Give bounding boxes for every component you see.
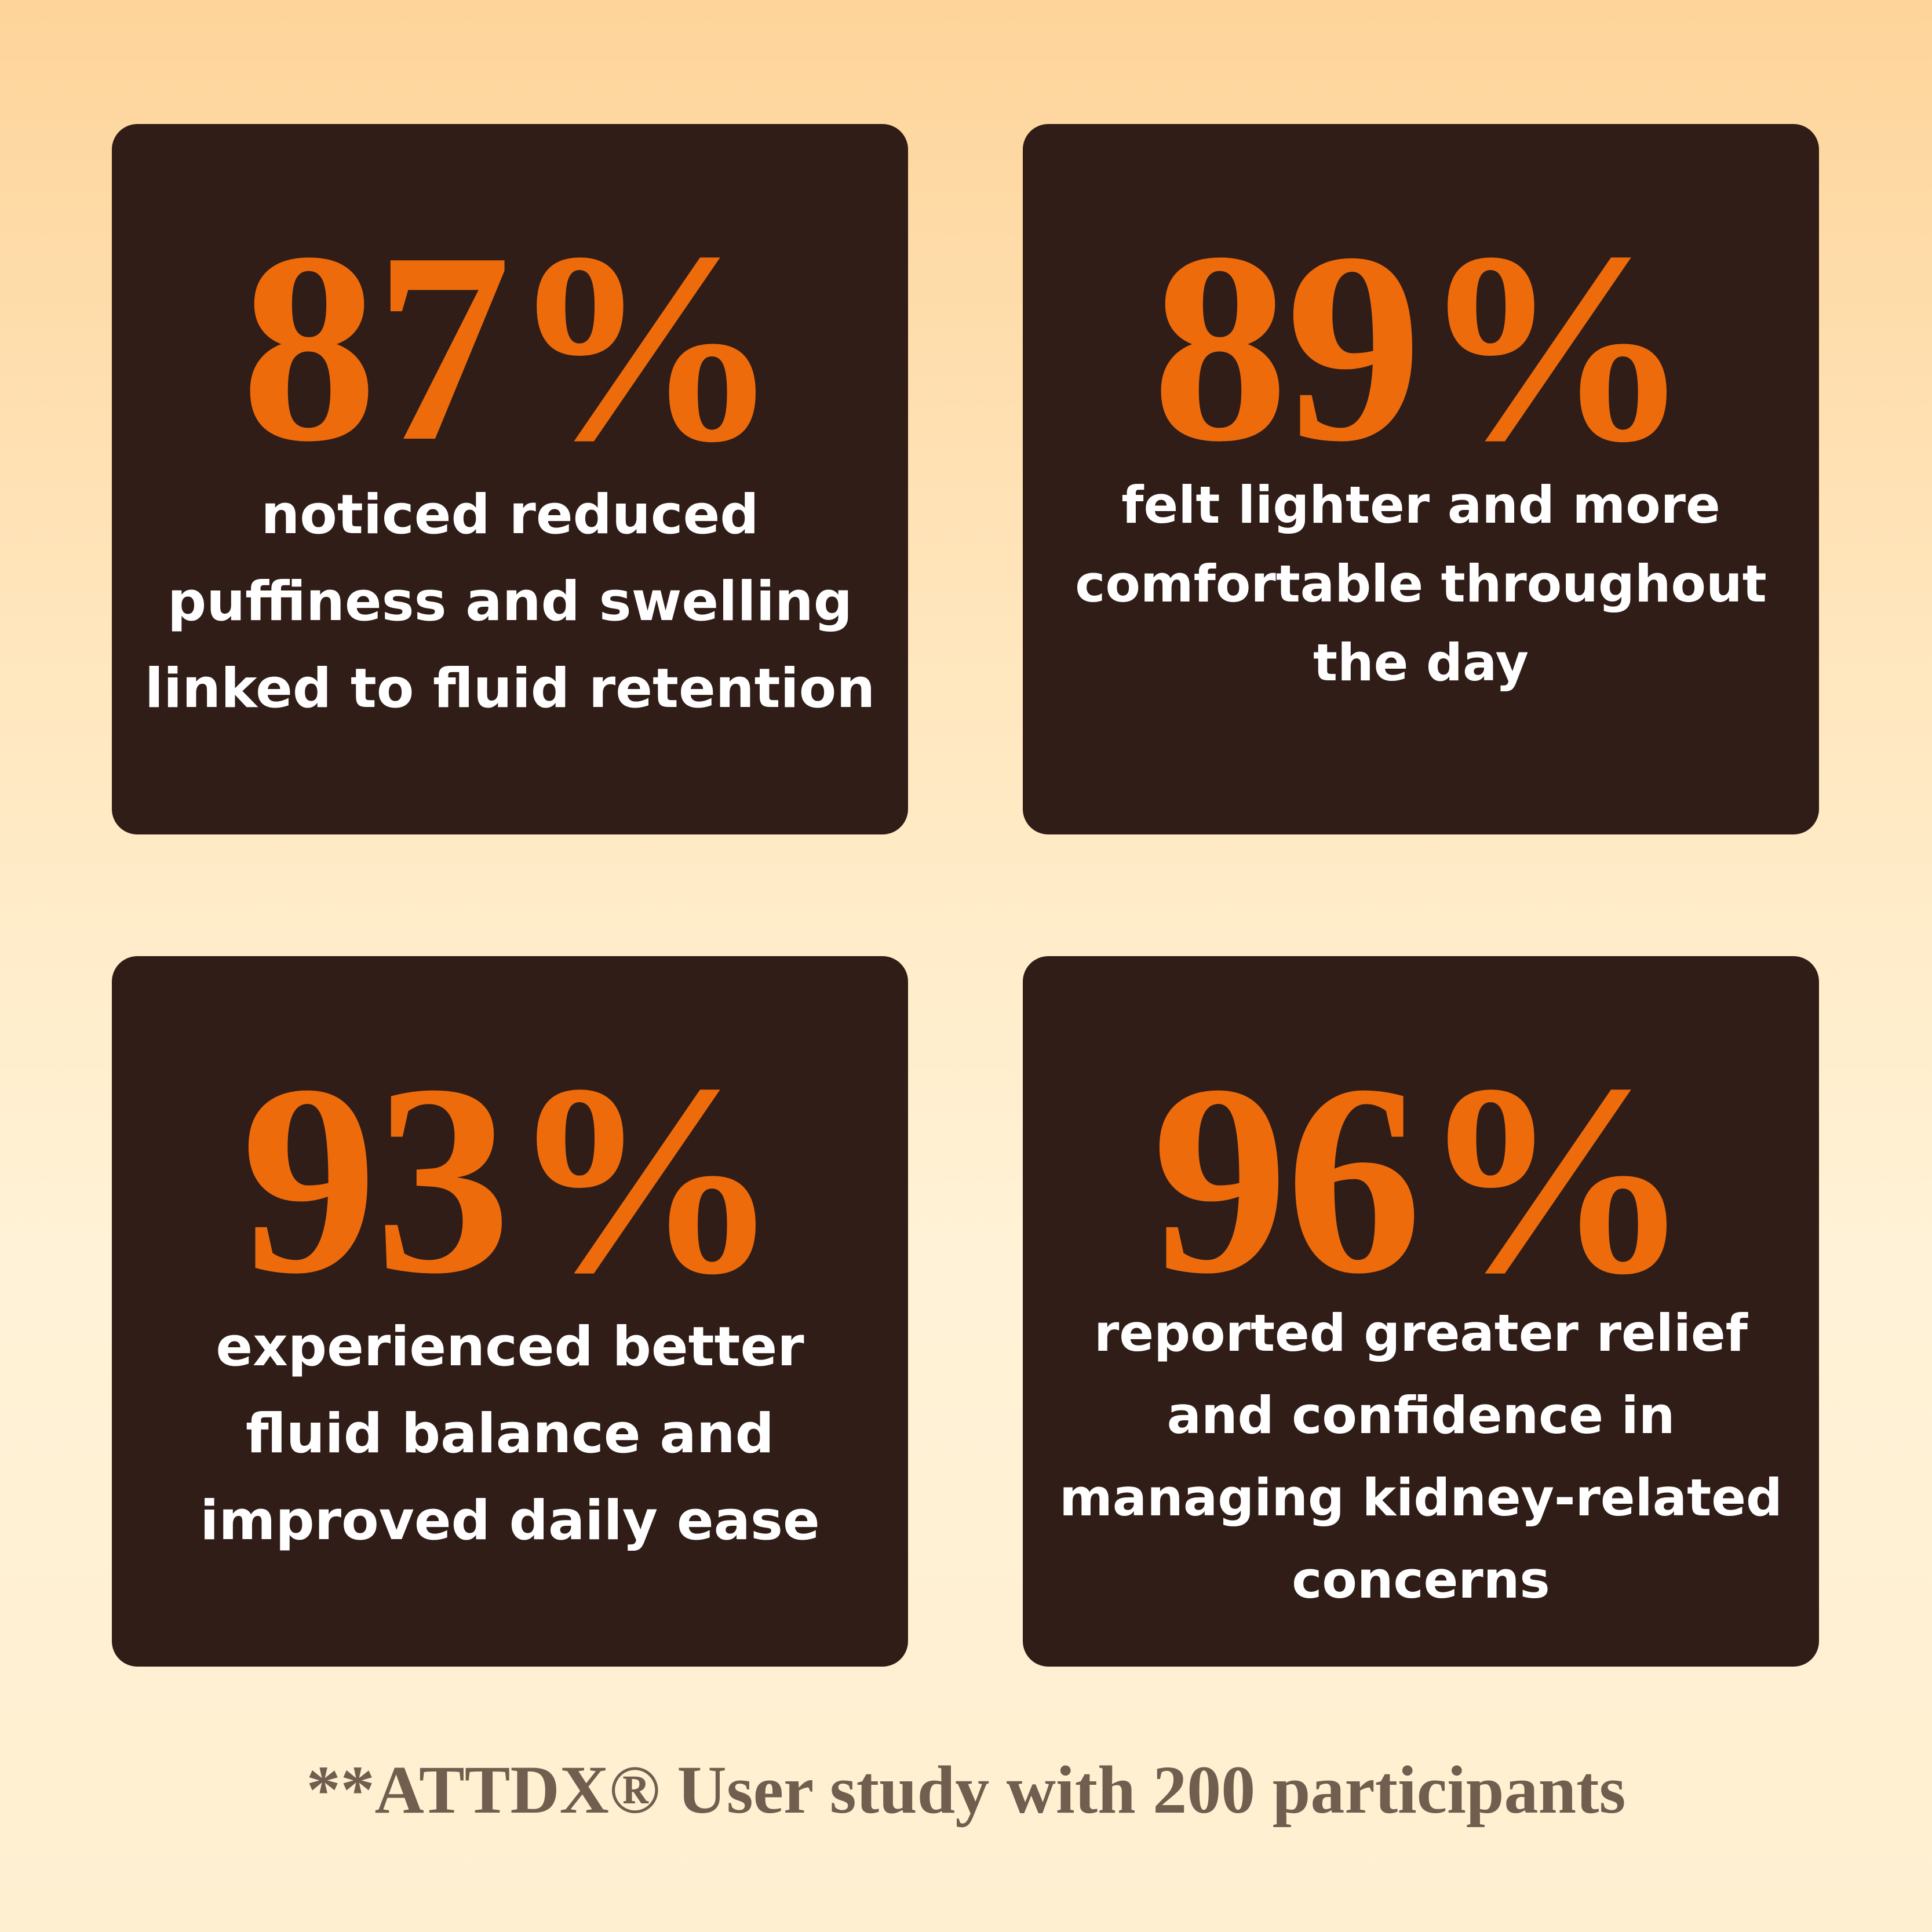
stat-description-line: noticed reduced (261, 483, 759, 546)
stat-description-line: experienced better (216, 1315, 804, 1379)
stat-description-line: linked to fluid retention (144, 657, 876, 720)
stat-description-line: reported greater relief (1094, 1303, 1748, 1363)
stat-description: reported greater relief and confidence i… (1046, 1292, 1796, 1621)
stat-description: felt lighter and more comfortable throug… (1046, 466, 1796, 702)
stat-card-89: 89% felt lighter and more comfortable th… (1023, 124, 1819, 834)
stat-description: noticed reduced puffiness and swelling l… (135, 472, 885, 732)
stat-description-line: felt lighter and more (1121, 475, 1720, 535)
stat-description-line: managing kidney-related (1059, 1468, 1782, 1528)
stat-description-line: and confidence in (1167, 1386, 1675, 1445)
stat-description-line: the day (1313, 633, 1529, 692)
study-footnote: **ATTDX® User study with 200 participant… (306, 1752, 1626, 1828)
stat-value: 89% (1152, 196, 1692, 498)
stat-description-line: puffiness and swelling (167, 570, 853, 633)
stat-value: 96% (1152, 1028, 1692, 1330)
stat-card-87: 87% noticed reduced puffiness and swelli… (112, 124, 908, 834)
stat-description-line: improved daily ease (200, 1489, 820, 1552)
stat-card-93: 93% experienced better fluid balance and… (112, 956, 908, 1667)
stat-description-line: fluid balance and (246, 1402, 774, 1466)
stat-card-96: 96% reported greater relief and confiden… (1023, 956, 1819, 1667)
stat-value: 93% (241, 1028, 781, 1330)
stat-description-line: concerns (1292, 1550, 1550, 1610)
stat-description: experienced better fluid balance and imp… (135, 1304, 885, 1565)
stat-description-line: comfortable throughout (1075, 554, 1767, 614)
stat-value: 87% (241, 196, 781, 498)
